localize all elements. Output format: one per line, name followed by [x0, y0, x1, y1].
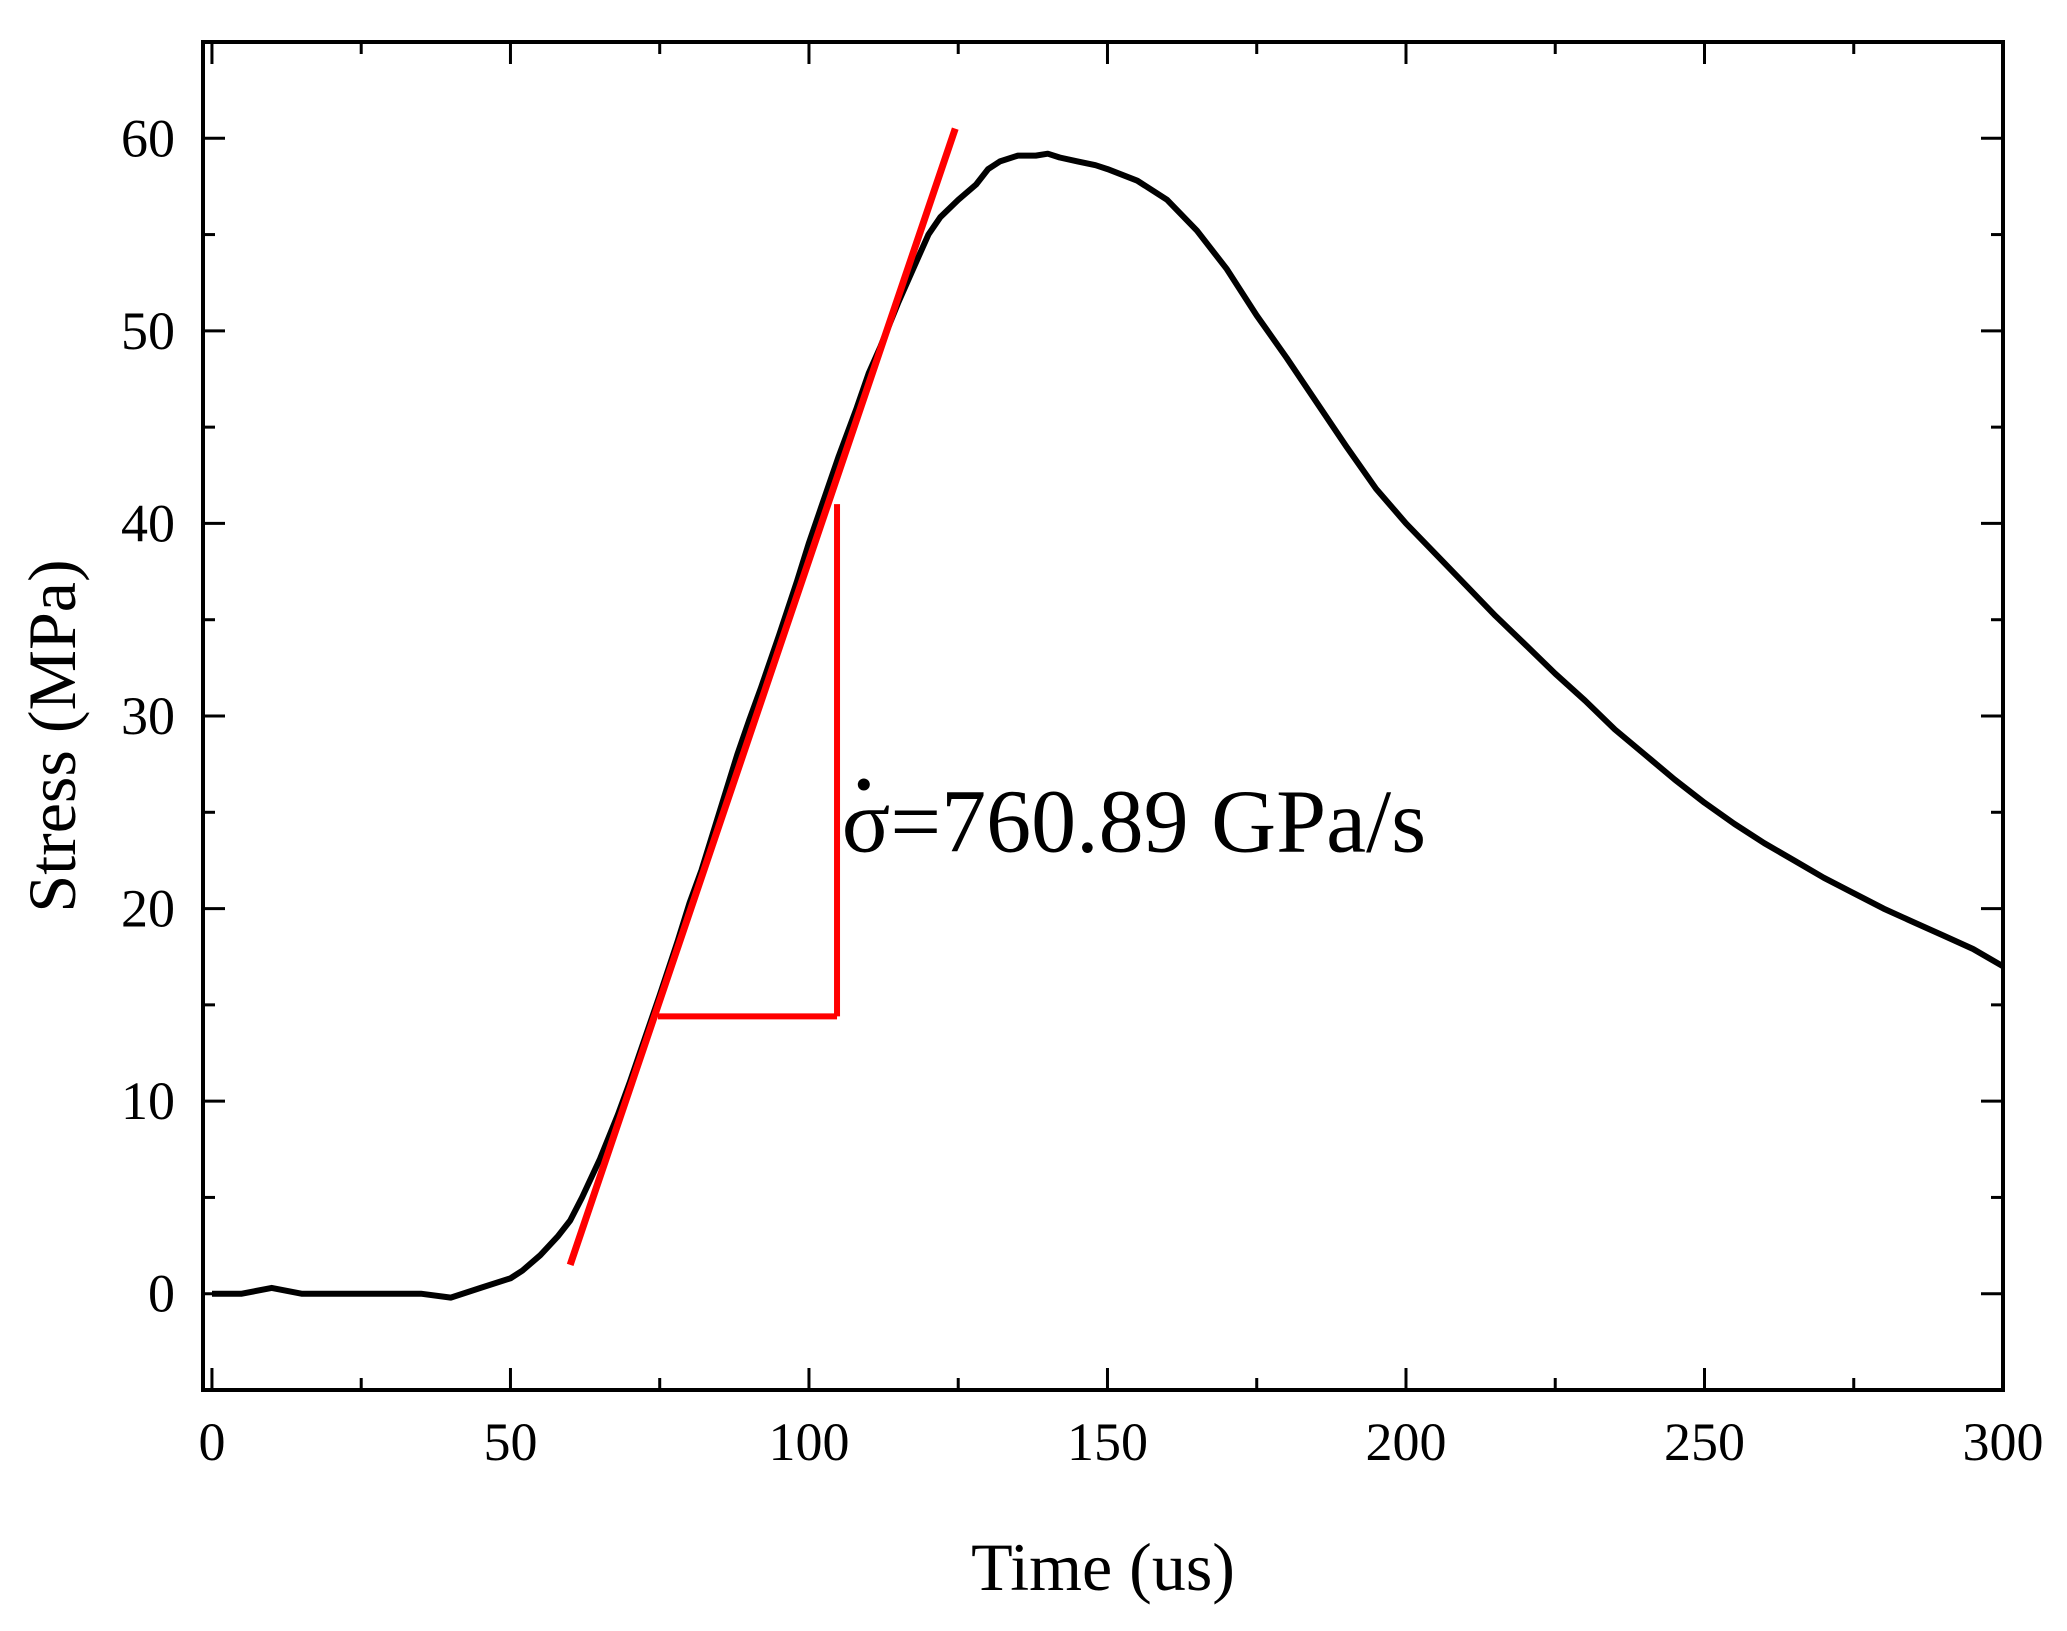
stress-rate-label: σ=760.89 GPa/s — [842, 773, 1426, 872]
y-axis-title: Stress (MPa) — [14, 559, 90, 912]
y-tick-label: 50 — [121, 301, 175, 361]
y-tick-label: 40 — [121, 493, 175, 553]
y-tick-label: 60 — [121, 108, 175, 168]
y-tick-label: 0 — [148, 1264, 175, 1324]
x-axis-title: Time (us) — [971, 1529, 1235, 1605]
x-tick-label: 50 — [483, 1412, 537, 1472]
fit-line — [566, 127, 959, 1266]
x-tick-label: 200 — [1365, 1412, 1446, 1472]
x-tick-label: 0 — [198, 1412, 225, 1472]
x-tick-label: 250 — [1664, 1412, 1745, 1472]
y-tick-label: 30 — [121, 686, 175, 746]
sigma-dot-accent — [857, 778, 870, 791]
plot-area: 0 50 100 150 200 250 300 0 10 20 30 40 50 60 Time (us)… — [14, 40, 2044, 1605]
y-tick-label: 20 — [121, 879, 175, 939]
x-tick-label: 150 — [1067, 1412, 1148, 1472]
plot-frame — [201, 40, 2005, 1392]
y-tick-label: 10 — [121, 1071, 175, 1131]
x-tick-label: 300 — [1963, 1412, 2044, 1472]
x-tick-label: 100 — [768, 1412, 849, 1472]
stress-series-line — [212, 150, 2005, 1301]
